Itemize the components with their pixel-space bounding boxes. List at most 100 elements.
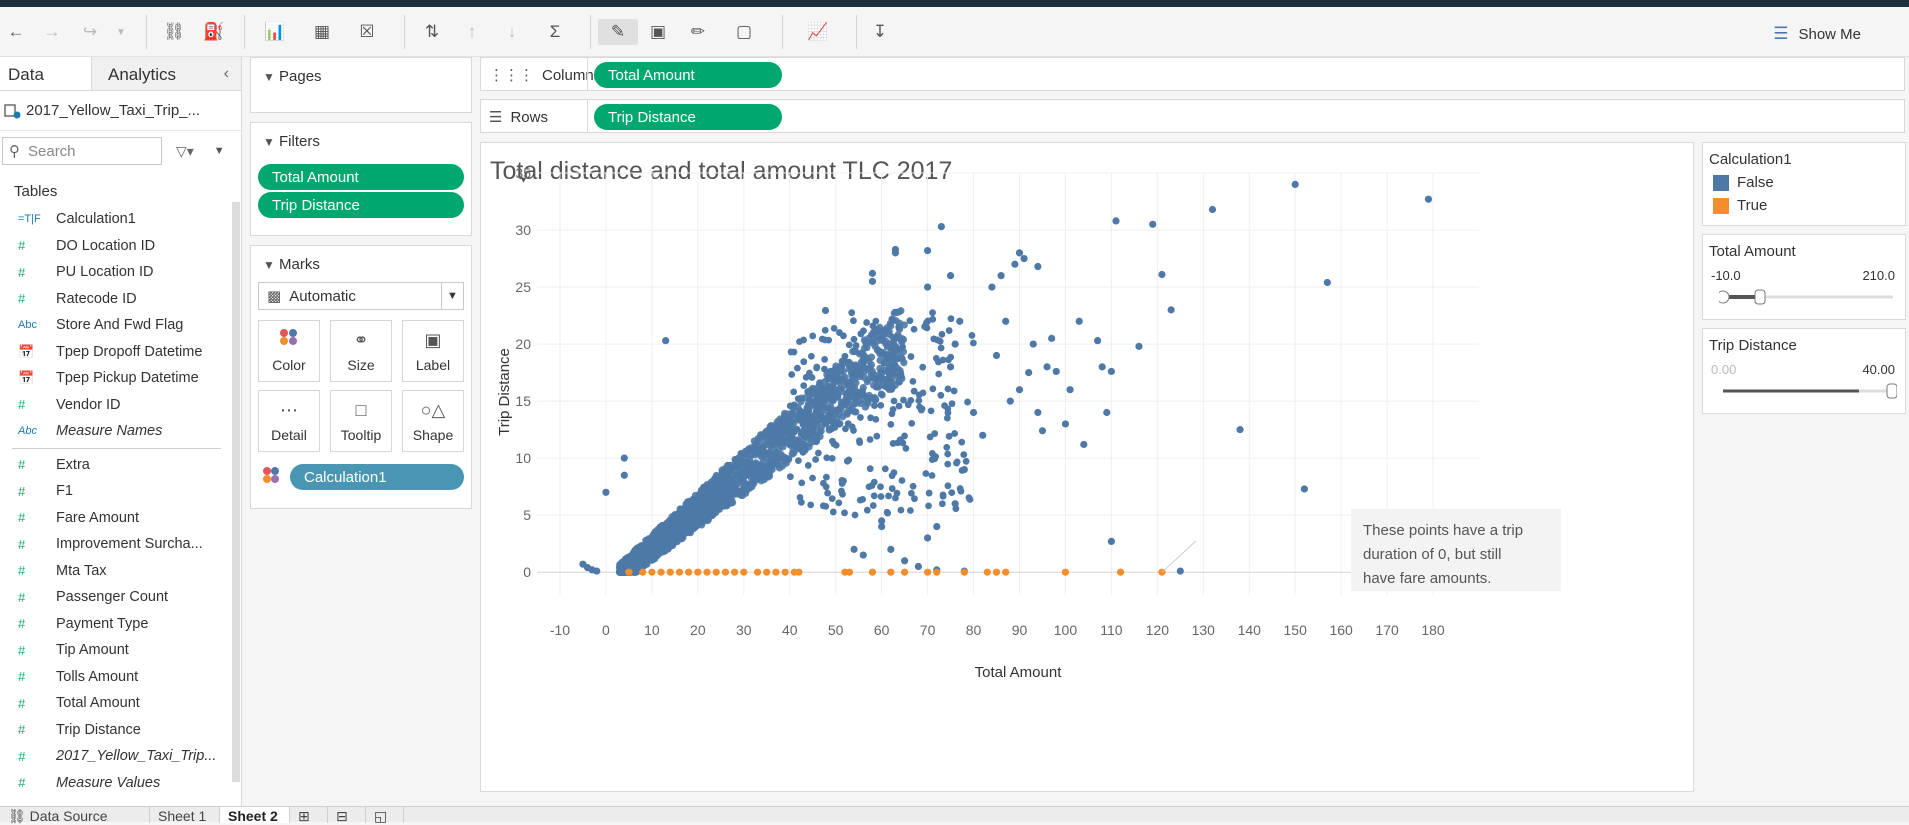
pause-updates-icon[interactable]: ⛽ <box>203 22 225 41</box>
collapse-card-icon[interactable]: ▼ <box>263 258 275 272</box>
trip-distance-slider[interactable] <box>1719 381 1898 401</box>
history-dropdown-icon[interactable]: ▼ <box>116 26 126 38</box>
new-dashboard-tab-icon[interactable]: ⊟ <box>328 807 366 824</box>
field-search-input[interactable]: ⚲ Search <box>2 137 162 165</box>
field-item[interactable]: # Vendor ID <box>0 392 241 419</box>
datasource-row[interactable]: 2017_Yellow_Taxi_Trip_... <box>0 91 241 131</box>
scatter-point <box>946 363 955 371</box>
field-name: Tip Amount <box>56 642 129 659</box>
scatter-point <box>899 343 907 351</box>
scatter-point <box>804 388 812 396</box>
color-encoding-icon <box>262 466 280 487</box>
mark-type-dropdown[interactable]: ▩ Automatic ▼ <box>258 282 464 310</box>
marks-label-button[interactable]: ▣ Label <box>402 320 464 382</box>
new-datasource-icon[interactable]: ⛓ <box>163 22 185 41</box>
pane-menu-icon[interactable]: ▼ <box>213 145 225 157</box>
field-item[interactable]: # Tip Amount <box>0 637 241 664</box>
collapse-pane-icon[interactable]: ‹ <box>223 65 229 82</box>
field-item[interactable]: # Extra <box>0 452 241 479</box>
field-item[interactable]: # Trip Distance <box>0 717 241 744</box>
duplicate-sheet-icon[interactable]: ▦ <box>313 22 331 41</box>
field-item[interactable]: # Ratecode ID <box>0 286 241 313</box>
field-item[interactable]: Abc Measure Names <box>0 418 241 445</box>
columns-pill-total-amount[interactable]: Total Amount <box>594 62 782 88</box>
marks-size-button[interactable]: ⚭ Size <box>330 320 392 382</box>
tab-data-source[interactable]: ⛓ Data Source <box>0 807 150 824</box>
scatter-chart[interactable]: -10 0 10 20 30 40 50 60 70 80 90 100 110 120 130 140 150… <box>481 143 1693 791</box>
format-workbook-icon[interactable]: ✏ <box>690 22 706 41</box>
field-item[interactable]: # Fare Amount <box>0 505 241 532</box>
field-item[interactable]: # Payment Type <box>0 611 241 638</box>
marks-shape-button[interactable]: ○△ Shape <box>402 390 464 452</box>
field-item[interactable]: Abc Store And Fwd Flag <box>0 312 241 339</box>
trip-distance-min: 0.00 <box>1711 362 1737 377</box>
sort-ascending-icon[interactable]: ↑ <box>467 22 477 41</box>
scatter-point <box>852 408 860 416</box>
scatter-point <box>790 348 798 356</box>
pane-scrollbar[interactable] <box>232 202 240 782</box>
field-item[interactable]: 📅 Tpep Pickup Datetime <box>0 365 241 392</box>
field-item[interactable]: #2017_Yellow_Taxi_Trip... <box>0 743 241 770</box>
field-item[interactable]: =T|F Calculation1 <box>0 206 241 233</box>
scatter-point <box>863 398 871 406</box>
marks-tooltip-button[interactable]: □ Tooltip <box>330 390 392 452</box>
field-item[interactable]: # Improvement Surcha... <box>0 531 241 558</box>
highlight-icon[interactable]: ✎ <box>598 19 638 45</box>
collapse-card-icon[interactable]: ▼ <box>263 70 275 84</box>
field-item[interactable]: # Tolls Amount <box>0 664 241 691</box>
scatter-point <box>929 385 937 393</box>
legend-item-false[interactable]: False <box>1703 168 1905 191</box>
new-story-tab-icon[interactable]: ◱ <box>366 807 404 824</box>
fit-icon[interactable]: ▢ <box>735 22 753 41</box>
filter-pill-total-amount[interactable]: Total Amount <box>258 164 464 190</box>
clear-sheet-icon[interactable]: ☒ <box>359 22 375 41</box>
redo-icon[interactable]: ↪ <box>82 22 98 41</box>
new-worksheet-icon[interactable]: 📊 <box>264 22 286 41</box>
totals-icon[interactable]: Σ <box>549 22 561 41</box>
field-item[interactable]: # Passenger Count <box>0 584 241 611</box>
sort-descending-icon[interactable]: ↓ <box>507 22 517 41</box>
scatter-point <box>877 493 885 500</box>
scatter-point <box>828 454 836 462</box>
presentation-icon[interactable]: 📈 <box>807 22 829 41</box>
scatter-point <box>1038 427 1047 435</box>
legend-item-true[interactable]: True <box>1703 191 1905 214</box>
field-item[interactable]: 📅 Tpep Dropoff Datetime <box>0 339 241 366</box>
field-item[interactable]: # Measure Values <box>0 770 241 797</box>
marks-color-button[interactable]: Color <box>258 320 320 382</box>
total-amount-slider[interactable] <box>1716 287 1895 307</box>
collapse-card-icon[interactable]: ▼ <box>263 135 275 149</box>
scatter-point <box>794 395 802 403</box>
show-me-button[interactable]: ☰ Show Me <box>1773 24 1861 44</box>
field-item[interactable]: # F1 <box>0 478 241 505</box>
filter-pill-trip-distance[interactable]: Trip Distance <box>258 192 464 218</box>
shape-label: Shape <box>412 427 454 443</box>
scatter-point <box>724 472 733 481</box>
tab-sheet-2[interactable]: Sheet 2 <box>220 807 290 824</box>
forward-icon[interactable]: → <box>43 22 61 41</box>
scatter-point <box>737 456 746 464</box>
field-item[interactable]: # DO Location ID <box>0 233 241 260</box>
chevron-down-icon: ▼ <box>441 283 463 309</box>
scatter-point <box>1034 262 1042 271</box>
field-item[interactable]: # PU Location ID <box>0 259 241 286</box>
labels-icon[interactable]: ▣ <box>649 22 667 41</box>
back-icon[interactable]: ← <box>7 22 25 41</box>
new-worksheet-tab-icon[interactable]: ⊞ <box>290 807 328 824</box>
scatter-point <box>1103 408 1111 417</box>
filter-fields-icon[interactable]: ▽▾ <box>176 142 194 159</box>
tab-sheet-1[interactable]: Sheet 1 <box>150 807 220 824</box>
tab-data[interactable]: Data <box>0 57 92 90</box>
scatter-point <box>877 327 885 336</box>
tab-analytics[interactable]: Analytics <box>108 65 177 84</box>
field-item[interactable]: # Mta Tax <box>0 558 241 585</box>
marks-detail-button[interactable]: ⋯ Detail <box>258 390 320 452</box>
scatter-point <box>799 421 807 428</box>
swap-axes-icon[interactable]: ⇅ <box>424 22 440 41</box>
scatter-point <box>675 518 683 526</box>
color-pill-calculation1[interactable]: Calculation1 <box>290 464 464 490</box>
share-icon[interactable]: ↧ <box>872 22 888 41</box>
scatter-point <box>793 425 801 433</box>
rows-pill-trip-distance[interactable]: Trip Distance <box>594 104 782 130</box>
field-item[interactable]: # Total Amount <box>0 690 241 717</box>
